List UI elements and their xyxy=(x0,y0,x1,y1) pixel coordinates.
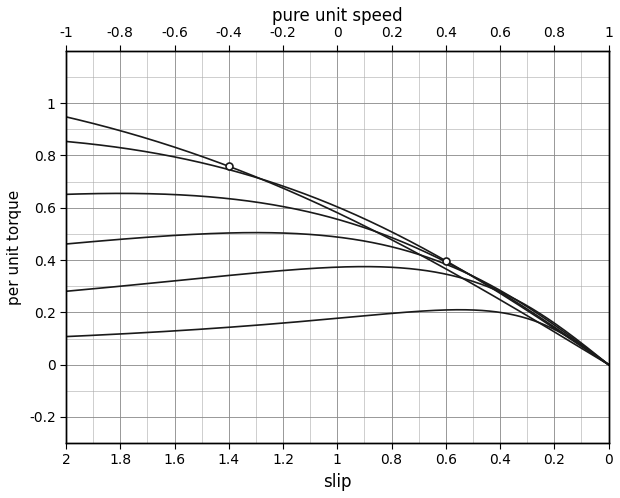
X-axis label: slip: slip xyxy=(323,473,352,491)
Y-axis label: per unit torque: per unit torque xyxy=(7,189,22,305)
X-axis label: pure unit speed: pure unit speed xyxy=(272,7,402,25)
